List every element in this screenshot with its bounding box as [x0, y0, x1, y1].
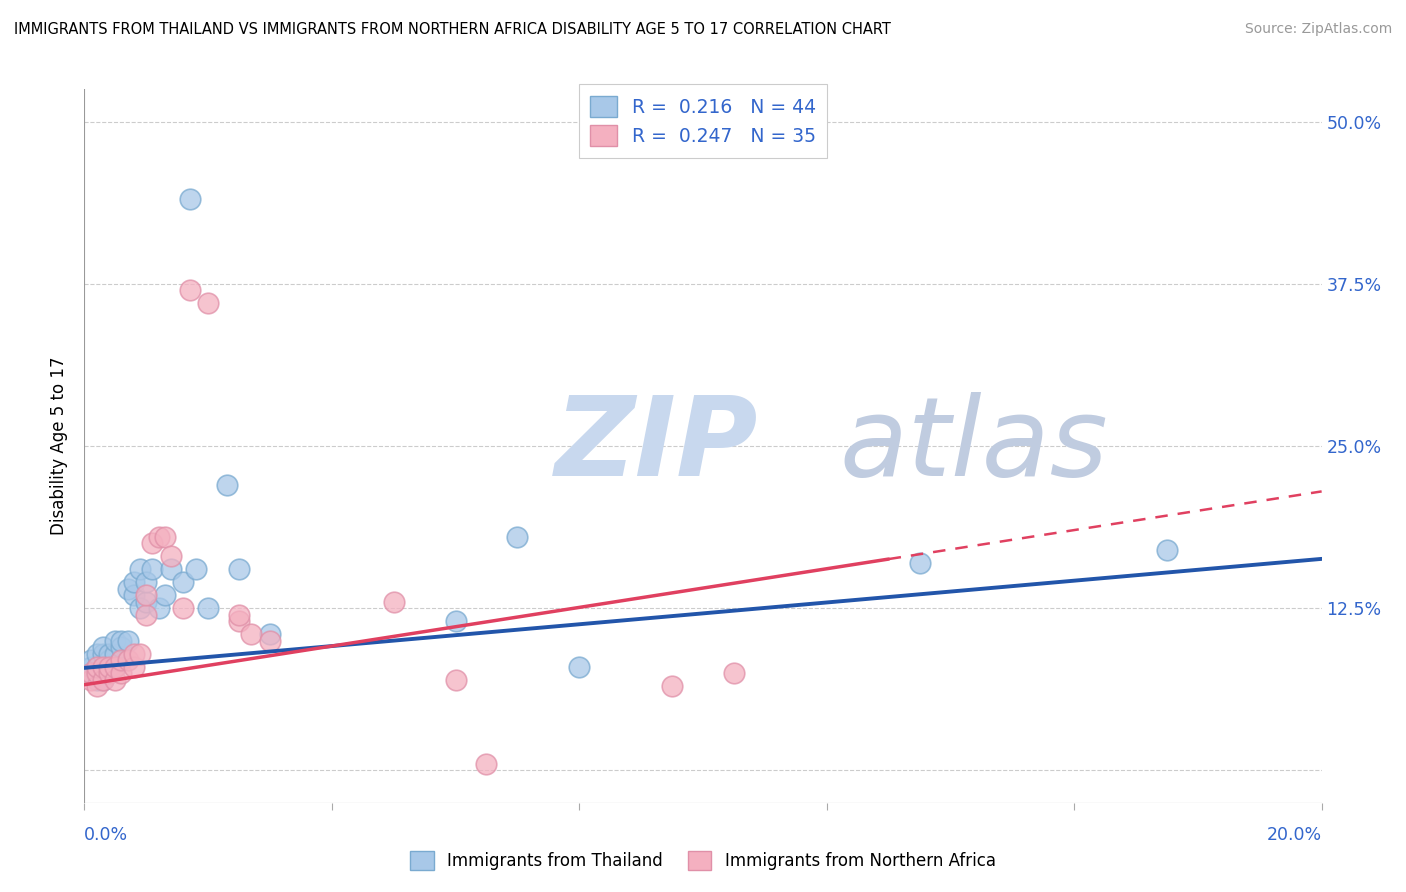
Point	[240, 627, 263, 641]
Point	[661, 679, 683, 693]
Point	[259, 627, 281, 641]
Point	[79, 666, 101, 681]
Point	[122, 659, 145, 673]
Point	[723, 666, 745, 681]
Point	[197, 601, 219, 615]
Point	[382, 595, 405, 609]
Point	[908, 556, 931, 570]
Point	[1156, 542, 1178, 557]
Point	[110, 653, 132, 667]
Point	[179, 193, 201, 207]
Text: atlas: atlas	[839, 392, 1108, 500]
Point	[506, 530, 529, 544]
Point	[110, 633, 132, 648]
Point	[104, 647, 127, 661]
Y-axis label: Disability Age 5 to 17: Disability Age 5 to 17	[51, 357, 69, 535]
Point	[86, 666, 108, 681]
Point	[79, 659, 101, 673]
Text: 20.0%: 20.0%	[1267, 826, 1322, 844]
Point	[228, 562, 250, 576]
Point	[110, 666, 132, 681]
Point	[148, 601, 170, 615]
Point	[568, 659, 591, 673]
Point	[135, 575, 157, 590]
Point	[172, 601, 194, 615]
Point	[184, 562, 207, 576]
Point	[160, 549, 183, 564]
Point	[86, 679, 108, 693]
Point	[117, 653, 139, 667]
Point	[215, 478, 238, 492]
Text: IMMIGRANTS FROM THAILAND VS IMMIGRANTS FROM NORTHERN AFRICA DISABILITY AGE 5 TO : IMMIGRANTS FROM THAILAND VS IMMIGRANTS F…	[14, 22, 891, 37]
Point	[91, 673, 114, 687]
Point	[104, 633, 127, 648]
Point	[104, 659, 127, 673]
Point	[86, 659, 108, 673]
Point	[129, 601, 152, 615]
Point	[98, 647, 121, 661]
Legend: Immigrants from Thailand, Immigrants from Northern Africa: Immigrants from Thailand, Immigrants fro…	[404, 844, 1002, 877]
Point	[475, 756, 498, 771]
Point	[91, 659, 114, 673]
Point	[129, 647, 152, 661]
Point	[148, 530, 170, 544]
Point	[86, 659, 108, 673]
Point	[91, 673, 114, 687]
Point	[160, 562, 183, 576]
Point	[117, 633, 139, 648]
Point	[444, 614, 467, 628]
Point	[98, 666, 121, 681]
Point	[153, 530, 176, 544]
Text: 0.0%: 0.0%	[84, 826, 128, 844]
Point	[153, 588, 176, 602]
Point	[117, 582, 139, 596]
Point	[122, 588, 145, 602]
Point	[122, 575, 145, 590]
Point	[135, 588, 157, 602]
Point	[110, 640, 132, 654]
Point	[122, 647, 145, 661]
Point	[110, 653, 132, 667]
Text: Source: ZipAtlas.com: Source: ZipAtlas.com	[1244, 22, 1392, 37]
Point	[228, 614, 250, 628]
Point	[104, 673, 127, 687]
Point	[86, 666, 108, 681]
Point	[86, 647, 108, 661]
Point	[104, 659, 127, 673]
Point	[98, 659, 121, 673]
Point	[91, 647, 114, 661]
Point	[98, 653, 121, 667]
Point	[79, 673, 101, 687]
Point	[135, 607, 157, 622]
Point	[141, 536, 163, 550]
Text: ZIP: ZIP	[554, 392, 758, 500]
Point	[444, 673, 467, 687]
Point	[228, 607, 250, 622]
Point	[86, 673, 108, 687]
Point	[79, 666, 101, 681]
Point	[141, 562, 163, 576]
Point	[259, 633, 281, 648]
Point	[98, 659, 121, 673]
Point	[135, 595, 157, 609]
Point	[197, 296, 219, 310]
Point	[91, 666, 114, 681]
Point	[172, 575, 194, 590]
Point	[79, 653, 101, 667]
Point	[179, 283, 201, 297]
Point	[91, 640, 114, 654]
Point	[129, 562, 152, 576]
